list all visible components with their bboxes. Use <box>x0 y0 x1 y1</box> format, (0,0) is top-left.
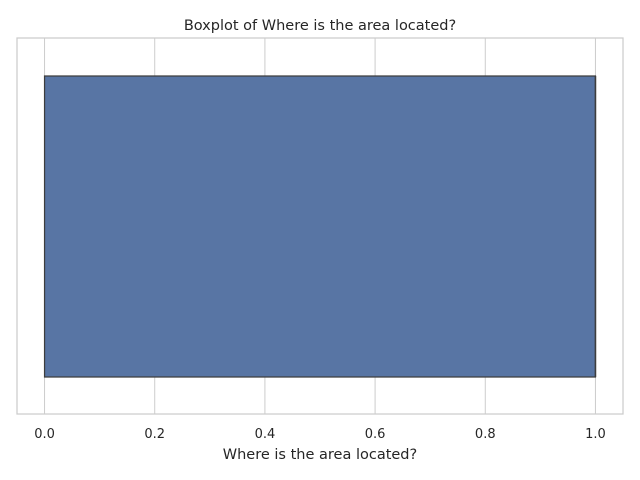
x-tick-label-5: 1.0 <box>585 427 606 442</box>
x-tick-label-3: 0.6 <box>365 427 386 442</box>
box-layer <box>43 75 597 378</box>
x-axis-label: Where is the area located? <box>223 447 417 463</box>
x-tick-labels: 0.0 0.2 0.4 0.6 0.8 1.0 <box>34 427 606 442</box>
chart-title: Boxplot of Where is the area located? <box>184 18 456 34</box>
x-tick-label-4: 0.8 <box>475 427 496 442</box>
box-iqr <box>43 75 597 378</box>
x-tick-label-1: 0.2 <box>144 427 165 442</box>
plot-frame <box>16 37 624 415</box>
x-tick-label-0: 0.0 <box>34 427 55 442</box>
x-tick-label-2: 0.4 <box>255 427 276 442</box>
